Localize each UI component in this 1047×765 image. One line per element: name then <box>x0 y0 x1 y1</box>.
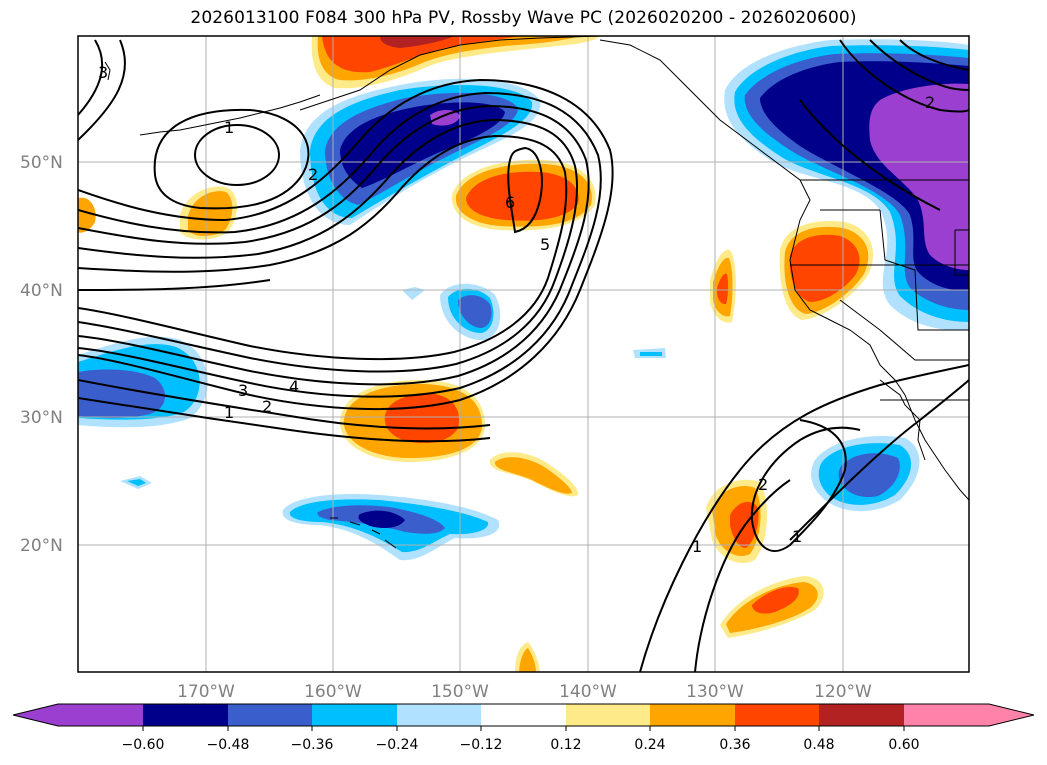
positive-anomaly-bottom-inner <box>519 648 536 672</box>
colorbar-tick-label: 0.48 <box>803 737 834 753</box>
lon-label: 160°W <box>304 682 362 702</box>
colorbar-segment <box>650 704 735 726</box>
colorbar-tick-label: 0.60 <box>888 737 919 753</box>
colorbar-left-arrow <box>13 704 58 726</box>
gridlines <box>78 36 969 672</box>
lon-label: 140°W <box>559 682 617 702</box>
contour-label: 3 <box>238 381 248 400</box>
colorbar-segment <box>481 704 566 726</box>
contours <box>78 39 969 672</box>
contour-label: 5 <box>540 235 550 254</box>
colorbar-segment <box>143 704 228 726</box>
contour-label: 1 <box>224 118 234 137</box>
colorbar-tick-label: −0.60 <box>122 737 165 753</box>
colorbar-tick-label: −0.36 <box>291 737 334 753</box>
contour-label: 1 <box>692 537 702 556</box>
positive-anomaly-subtropic <box>489 452 579 497</box>
lon-label: 170°W <box>177 682 235 702</box>
lat-label: 50°N <box>20 153 63 173</box>
positive-anomaly-central <box>339 380 485 462</box>
colorbar-tick-label: −0.24 <box>376 737 419 753</box>
positive-anomaly-mid-north <box>451 159 596 231</box>
colorbar-segment <box>397 704 481 726</box>
negative-blob-sliver-inner <box>640 352 662 356</box>
lat-label: 30°N <box>20 408 63 428</box>
pv-anomaly-fields <box>78 36 969 672</box>
colorbar-segment <box>819 704 904 726</box>
lon-label: 150°W <box>431 682 489 702</box>
contour-label: 1 <box>792 527 802 546</box>
positive-anomaly-west-small <box>180 186 238 240</box>
contour-labels: 1 2 3 4 5 6 1 2 3 1 1 2 2 <box>98 63 935 556</box>
longitude-labels: 170°W 160°W 150°W 140°W 130°W 120°W <box>177 682 872 702</box>
positive-anomaly-narrow <box>710 249 736 323</box>
contour-label: 2 <box>758 475 768 494</box>
colorbar-segment <box>904 704 989 726</box>
negative-anomaly-northwest <box>724 39 969 331</box>
colorbar-segment <box>566 704 650 726</box>
contour-label: 2 <box>308 165 318 184</box>
negative-anomaly-hawaii <box>282 493 500 561</box>
contour-label: 2 <box>925 93 935 112</box>
negative-blob-small-west-inner <box>127 479 146 486</box>
map-border <box>77 35 970 673</box>
negative-anomaly-west <box>78 336 208 428</box>
colorbar-outline <box>12 703 1035 727</box>
lon-label: 120°W <box>814 682 872 702</box>
contour-label: 1 <box>224 403 234 422</box>
lon-label: 130°W <box>686 682 744 702</box>
positive-anomaly-west-edge <box>78 197 96 233</box>
positive-anomaly-south-2 <box>720 576 824 638</box>
colorbar-segment <box>735 704 819 726</box>
contour-label: 2 <box>262 397 272 416</box>
colorbar-segment <box>228 704 312 726</box>
latitude-labels: 50°N 40°N 30°N 20°N <box>20 153 63 556</box>
lat-label: 40°N <box>20 281 63 301</box>
map-title: 2026013100 F084 300 hPa PV, Rossby Wave … <box>190 8 857 28</box>
colorbar-segment <box>312 704 397 726</box>
positive-anomaly-california <box>779 220 874 320</box>
colorbar-tick-label: −0.12 <box>460 737 503 753</box>
colorbar: −0.60 −0.48 −0.36 −0.24 −0.12 0.12 0.24 … <box>12 703 1035 753</box>
negative-blob-mid-core <box>458 295 492 328</box>
contour-label: 4 <box>289 377 299 396</box>
colorbar-segment <box>58 704 143 726</box>
positive-anomaly-south-1 <box>706 479 767 564</box>
positive-anomaly-alaska <box>311 36 600 89</box>
contour-label: 6 <box>505 193 515 212</box>
contour-label: 3 <box>98 63 108 82</box>
colorbar-ticks <box>142 726 905 731</box>
colorbar-right-arrow <box>989 704 1034 726</box>
colorbar-tick-label: −0.48 <box>207 737 250 753</box>
colorbar-tick-label: 0.24 <box>634 737 665 753</box>
colorbar-tick-label: 0.12 <box>550 737 581 753</box>
colorbar-tick-label: 0.36 <box>719 737 750 753</box>
lat-label: 20°N <box>20 536 63 556</box>
